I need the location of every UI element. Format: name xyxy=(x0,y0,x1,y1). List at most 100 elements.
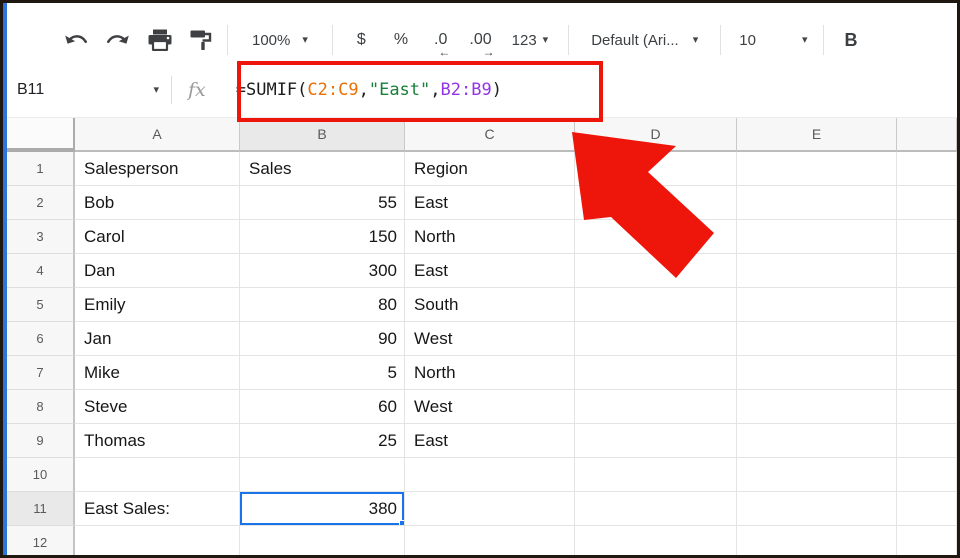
col-header-c[interactable]: C xyxy=(405,118,575,152)
cell-e1[interactable] xyxy=(737,152,897,186)
cell-c5[interactable]: South xyxy=(405,288,575,322)
col-header-a[interactable]: A xyxy=(75,118,240,152)
cell-d12[interactable] xyxy=(575,526,737,555)
cell-b8[interactable]: 60 xyxy=(240,390,405,424)
row-header[interactable]: 8 xyxy=(7,390,75,424)
cell-e6[interactable] xyxy=(737,322,897,356)
decrease-decimal-button[interactable]: .0 ← xyxy=(434,31,450,59)
cell-e3[interactable] xyxy=(737,220,897,254)
select-all-corner[interactable] xyxy=(7,118,75,152)
cell-e4[interactable] xyxy=(737,254,897,288)
cell-b12[interactable] xyxy=(240,526,405,555)
cell-d11[interactable] xyxy=(575,492,737,526)
row-header[interactable]: 9 xyxy=(7,424,75,458)
cell-f5[interactable] xyxy=(897,288,957,322)
cell-b5[interactable]: 80 xyxy=(240,288,405,322)
cell-f7[interactable] xyxy=(897,356,957,390)
cell-c12[interactable] xyxy=(405,526,575,555)
cell-c3[interactable]: North xyxy=(405,220,575,254)
row-header[interactable]: 2 xyxy=(7,186,75,220)
cell-b11-selected[interactable]: 380 xyxy=(240,492,405,526)
row-header[interactable]: 10 xyxy=(7,458,75,492)
cell-a4[interactable]: Dan xyxy=(75,254,240,288)
cell-e12[interactable] xyxy=(737,526,897,555)
row-header[interactable]: 5 xyxy=(7,288,75,322)
bold-button[interactable]: B xyxy=(844,29,858,50)
redo-icon[interactable] xyxy=(104,30,131,50)
undo-icon[interactable] xyxy=(63,30,90,50)
cell-b10[interactable] xyxy=(240,458,405,492)
cell-a3[interactable]: Carol xyxy=(75,220,240,254)
cell-a5[interactable]: Emily xyxy=(75,288,240,322)
cell-d4[interactable] xyxy=(575,254,737,288)
col-header-f[interactable] xyxy=(897,118,957,152)
cell-a9[interactable]: Thomas xyxy=(75,424,240,458)
row-header[interactable]: 4 xyxy=(7,254,75,288)
font-size-select[interactable]: 10 ▾ xyxy=(739,32,807,49)
cell-d8[interactable] xyxy=(575,390,737,424)
cell-c8[interactable]: West xyxy=(405,390,575,424)
cell-e8[interactable] xyxy=(737,390,897,424)
row-header[interactable]: 1 xyxy=(7,152,75,186)
cell-d2[interactable] xyxy=(575,186,737,220)
cell-f12[interactable] xyxy=(897,526,957,555)
cell-a11[interactable]: East Sales: xyxy=(75,492,240,526)
cell-c6[interactable]: West xyxy=(405,322,575,356)
cell-c11[interactable] xyxy=(405,492,575,526)
cell-b1[interactable]: Sales xyxy=(240,152,405,186)
row-header[interactable]: 6 xyxy=(7,322,75,356)
cell-d5[interactable] xyxy=(575,288,737,322)
cell-b2[interactable]: 55 xyxy=(240,186,405,220)
cell-f4[interactable] xyxy=(897,254,957,288)
col-header-b[interactable]: B xyxy=(240,118,405,152)
row-header[interactable]: 7 xyxy=(7,356,75,390)
cell-a1[interactable]: Salesperson xyxy=(75,152,240,186)
cell-c10[interactable] xyxy=(405,458,575,492)
print-icon[interactable] xyxy=(147,29,173,51)
cell-d10[interactable] xyxy=(575,458,737,492)
cell-b6[interactable]: 90 xyxy=(240,322,405,356)
cell-f8[interactable] xyxy=(897,390,957,424)
cell-a8[interactable]: Steve xyxy=(75,390,240,424)
cell-a12[interactable] xyxy=(75,526,240,555)
cell-e10[interactable] xyxy=(737,458,897,492)
font-family-select[interactable]: Default (Ari... ▾ xyxy=(591,32,698,49)
cell-e5[interactable] xyxy=(737,288,897,322)
cell-c7[interactable]: North xyxy=(405,356,575,390)
col-header-d[interactable]: D xyxy=(575,118,737,152)
cell-c2[interactable]: East xyxy=(405,186,575,220)
cell-f2[interactable] xyxy=(897,186,957,220)
cell-d1[interactable] xyxy=(575,152,737,186)
cell-e7[interactable] xyxy=(737,356,897,390)
cell-c9[interactable]: East xyxy=(405,424,575,458)
cell-e11[interactable] xyxy=(737,492,897,526)
row-header[interactable]: 11 xyxy=(7,492,75,526)
formula-input[interactable]: =SUMIF(C2:C9,"East",B2:B9) xyxy=(236,80,502,100)
more-formats-button[interactable]: 123 ▾ xyxy=(512,32,549,49)
cell-c4[interactable]: East xyxy=(405,254,575,288)
cell-e9[interactable] xyxy=(737,424,897,458)
increase-decimal-button[interactable]: .00 → xyxy=(469,31,494,59)
cell-f10[interactable] xyxy=(897,458,957,492)
cell-d6[interactable] xyxy=(575,322,737,356)
cell-c1[interactable]: Region xyxy=(405,152,575,186)
paint-format-icon[interactable] xyxy=(189,29,213,51)
format-currency-button[interactable]: $ xyxy=(356,31,366,48)
cell-a2[interactable]: Bob xyxy=(75,186,240,220)
cell-b3[interactable]: 150 xyxy=(240,220,405,254)
cell-f9[interactable] xyxy=(897,424,957,458)
row-header[interactable]: 12 xyxy=(7,526,75,555)
cell-d9[interactable] xyxy=(575,424,737,458)
format-percent-button[interactable]: % xyxy=(393,31,409,48)
col-header-e[interactable]: E xyxy=(737,118,897,152)
cell-f11[interactable] xyxy=(897,492,957,526)
cell-b7[interactable]: 5 xyxy=(240,356,405,390)
cell-b4[interactable]: 300 xyxy=(240,254,405,288)
row-header[interactable]: 3 xyxy=(7,220,75,254)
cell-f1[interactable] xyxy=(897,152,957,186)
cell-a6[interactable]: Jan xyxy=(75,322,240,356)
cell-e2[interactable] xyxy=(737,186,897,220)
name-box[interactable]: B11 ▾ xyxy=(7,81,171,99)
cell-d3[interactable] xyxy=(575,220,737,254)
cell-f6[interactable] xyxy=(897,322,957,356)
